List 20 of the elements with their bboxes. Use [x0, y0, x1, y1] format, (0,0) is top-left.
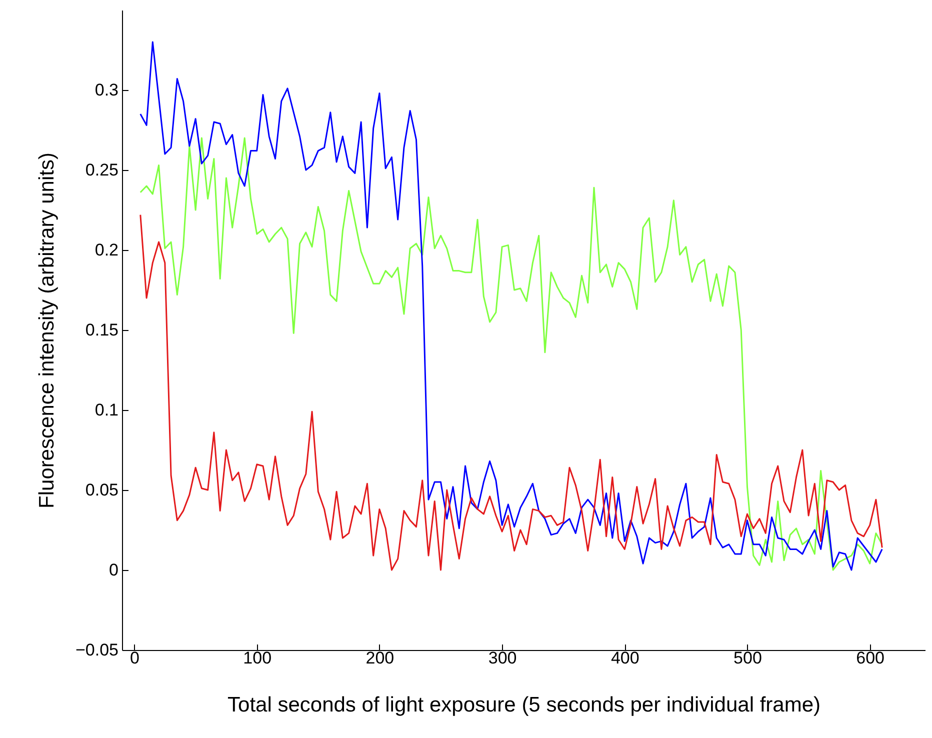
x-tick-label: 600: [856, 648, 885, 668]
y-tick-label: 0.3: [94, 80, 118, 100]
x-tick-label: 500: [734, 648, 762, 668]
x-tick-label: 200: [366, 648, 394, 668]
line-series: [140, 137, 883, 571]
x-tick-label: 400: [610, 648, 640, 668]
y-tick-label: 0: [109, 560, 118, 580]
y-tick-label: 0.25: [85, 160, 118, 180]
y-tick-label: −0.05: [75, 640, 118, 660]
x-tick-label: 100: [243, 648, 272, 668]
x-tick-label: 300: [488, 648, 517, 668]
line-series: [140, 41, 883, 571]
y-tick-label: 0.2: [94, 240, 118, 260]
y-tick-label: 0.15: [85, 320, 118, 340]
y-axis-title: Fluorescence intensity (arbitrary units): [35, 152, 58, 508]
y-tick-label: 0.05: [85, 480, 118, 500]
x-axis-title: Total seconds of light exposure (5 seconds per individual frame): [228, 694, 820, 716]
y-tick-label: 0.1: [94, 400, 118, 420]
x-tick-label: 0: [130, 648, 140, 668]
line-series: [140, 214, 883, 571]
